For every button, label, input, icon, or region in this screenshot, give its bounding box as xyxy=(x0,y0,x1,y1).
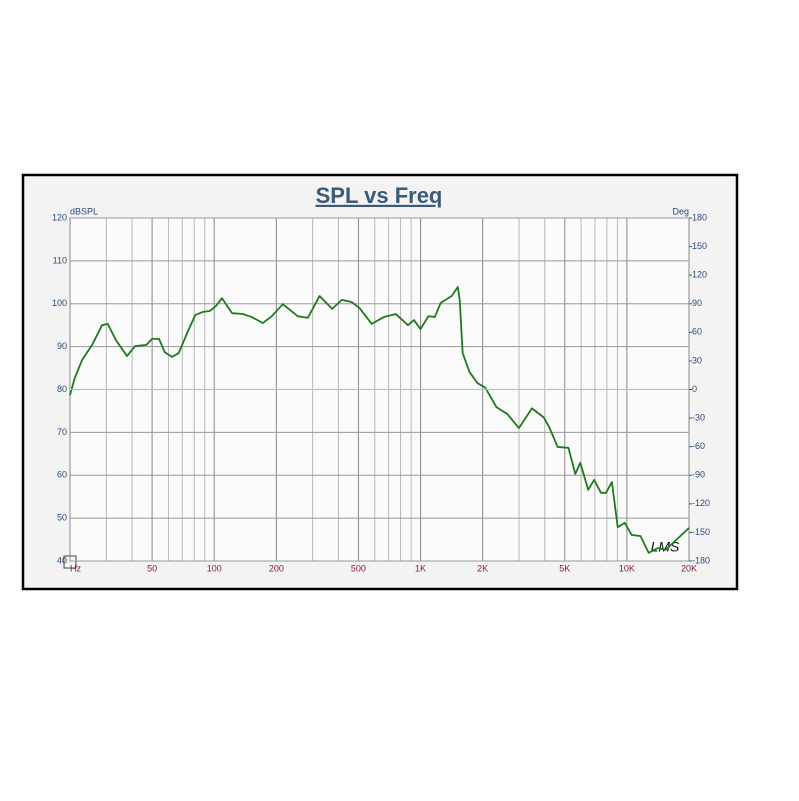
y-tick-label: 90 xyxy=(57,341,67,351)
x-tick-label: 2K xyxy=(477,563,488,573)
x-tick-label: 5K xyxy=(559,563,570,573)
y2-tick-label: 180 xyxy=(692,212,707,222)
y-tick-label: 60 xyxy=(57,470,67,480)
y-tick-label: 80 xyxy=(57,384,67,394)
x-tick-label: 200 xyxy=(269,563,284,573)
x-tick-label: 20K xyxy=(681,563,697,573)
x-tick-label: 1K xyxy=(415,563,426,573)
x-tick-label: Hz xyxy=(70,563,81,573)
y-axis-label: dBSPL xyxy=(70,206,98,216)
chart-title: SPL vs Freq xyxy=(316,183,443,208)
x-tick-label: 500 xyxy=(351,563,366,573)
y-tick-label: 100 xyxy=(52,298,67,308)
y2-tick-label: 0 xyxy=(692,384,697,394)
y2-tick-label: -30 xyxy=(692,412,705,422)
y2-tick-label: -120 xyxy=(692,498,710,508)
y2-tick-label: 90 xyxy=(692,298,702,308)
y2-tick-label: -90 xyxy=(692,470,705,480)
y2-axis-label: Deg xyxy=(672,206,689,216)
y2-tick-label: -150 xyxy=(692,527,710,537)
y-tick-label: 120 xyxy=(52,212,67,222)
y-tick-label: 110 xyxy=(53,255,67,265)
x-tick-label: 10K xyxy=(619,563,635,573)
series-line xyxy=(69,286,690,554)
x-tick-label: 100 xyxy=(207,563,222,573)
y-tick-label: 50 xyxy=(57,513,67,523)
y2-tick-label: 30 xyxy=(692,355,702,365)
x-tick-label: 50 xyxy=(147,563,157,573)
y2-tick-label: 120 xyxy=(692,270,707,280)
y2-tick-label: 150 xyxy=(692,241,707,251)
y-tick-label: 70 xyxy=(57,427,67,437)
y2-tick-label: 60 xyxy=(692,327,702,337)
y2-tick-label: -180 xyxy=(692,555,710,565)
y2-tick-label: -60 xyxy=(692,441,705,451)
y-tick-label: 40 xyxy=(57,555,67,565)
